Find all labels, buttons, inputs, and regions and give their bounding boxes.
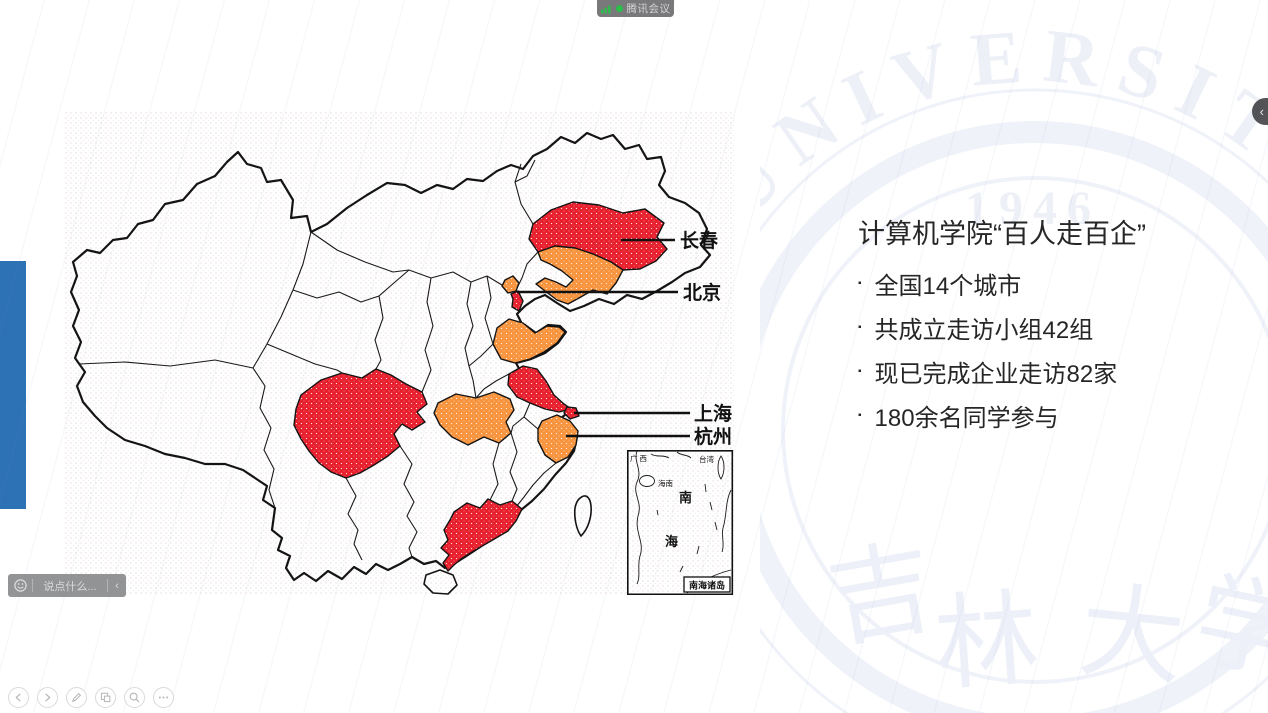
slides-overview-button[interactable] xyxy=(95,687,116,708)
list-item: ▪ 180余名同学参与 xyxy=(858,393,1258,437)
svg-text:林: 林 xyxy=(931,582,1043,704)
chat-bar: 说点什么... ‹ xyxy=(8,574,126,597)
chat-collapse-icon[interactable]: ‹ xyxy=(115,579,119,592)
meeting-app-badge[interactable]: 腾讯会议 xyxy=(597,0,674,17)
callout-label-shanghai: 上海 xyxy=(694,402,732,425)
province-hubei-orange xyxy=(433,391,515,446)
province-shanghai-red xyxy=(563,406,580,420)
previous-slide-button[interactable] xyxy=(8,687,29,708)
bullet-list: ▪ 全国14个城市 ▪ 共成立走访小组42组 ▪ 现已完成企业走访82家 ▪ 1… xyxy=(858,261,1258,437)
bullet-text: 共成立走访小组42组 xyxy=(874,316,1094,344)
meeting-app-label: 腾讯会议 xyxy=(626,3,671,15)
svg-text:大: 大 xyxy=(1074,574,1189,699)
pen-annotate-icon xyxy=(72,693,81,702)
province-guangdong-red xyxy=(440,498,523,572)
south-china-sea-inset: 广西 台湾 海南 南 海 南海诸岛 xyxy=(627,450,734,596)
chat-input[interactable]: 说点什么... xyxy=(43,580,97,593)
islands xyxy=(423,495,592,595)
callout-label-beijing: 北京 xyxy=(683,281,721,304)
slide-text-block: 计算机学院“百人走百企” ▪ 全国14个城市 ▪ 共成立走访小组42组 ▪ 现已… xyxy=(858,216,1258,437)
next-slide-button[interactable] xyxy=(37,687,58,708)
emoji-button[interactable] xyxy=(8,579,32,592)
map-stipple-texture xyxy=(65,112,735,595)
inset-label-guangxi: 广西 xyxy=(630,453,649,463)
slides-overview-icon xyxy=(100,692,111,703)
svg-text:学: 学 xyxy=(1185,563,1268,697)
taiwan-island xyxy=(573,495,592,537)
bullet-marker: ▪ xyxy=(858,277,862,289)
province-beijing-orange xyxy=(501,275,520,294)
slide-accent-bar xyxy=(0,261,26,509)
china-map: 长春 北京 上海 杭州 广西 台湾 xyxy=(65,112,735,596)
magnifier-zoom-button[interactable] xyxy=(124,687,145,708)
seal-calligraphy: 吉 林 大 学 xyxy=(820,530,1268,704)
slide-title: 计算机学院“百人走百企” xyxy=(858,219,1146,249)
bullet-marker: ▪ xyxy=(858,365,862,377)
inset-sea-char-top: 南 xyxy=(679,490,692,505)
china-map-graphic: 长春 北京 上海 杭州 广西 台湾 xyxy=(65,112,735,596)
more-options-icon xyxy=(158,696,169,699)
bullet-text: 现已完成企业走访82家 xyxy=(874,360,1118,388)
seal-arc-text: UNIVERSITY xyxy=(760,13,1268,232)
hainan-island xyxy=(423,569,458,595)
magnifier-zoom-icon xyxy=(129,692,140,703)
bullet-text: 180余名同学参与 xyxy=(874,404,1059,432)
inset-sea-char-bottom: 海 xyxy=(665,534,678,549)
province-sichuan-red xyxy=(293,368,428,479)
inset-label-taiwan: 台湾 xyxy=(699,454,714,464)
more-options-button[interactable] xyxy=(153,687,174,708)
svg-text:吉: 吉 xyxy=(820,530,942,661)
inset-label-hainan: 海南 xyxy=(658,478,673,488)
bullet-marker: ▪ xyxy=(858,321,862,333)
inset-caption: 南海诸岛 xyxy=(689,580,725,591)
panel-collapse-button[interactable]: ‹ xyxy=(1252,98,1268,125)
bullet-text: 全国14个城市 xyxy=(874,272,1022,300)
chevron-left-icon: ‹ xyxy=(1259,104,1264,119)
status-dot-icon xyxy=(615,5,623,12)
pen-annotate-button[interactable] xyxy=(66,687,87,708)
bullet-marker: ▪ xyxy=(858,409,862,421)
inset-stipple xyxy=(628,451,732,594)
province-liaoning-orange xyxy=(535,245,624,305)
callout-label-changchun: 长春 xyxy=(680,229,718,252)
province-borders xyxy=(78,159,557,561)
divider xyxy=(32,579,33,592)
presenter-toolbar xyxy=(8,687,174,708)
city-callouts: 长春 北京 上海 杭州 xyxy=(517,229,732,448)
list-item: ▪ 现已完成企业走访82家 xyxy=(858,349,1258,393)
divider xyxy=(107,579,108,592)
previous-slide-icon xyxy=(15,693,21,702)
callout-label-hangzhou: 杭州 xyxy=(694,425,732,448)
next-slide-icon xyxy=(45,693,51,702)
list-item: ▪ 共成立走访小组42组 xyxy=(858,305,1258,349)
smiley-icon xyxy=(13,579,27,592)
inset-caption-box xyxy=(683,576,731,593)
province-shandong-orange xyxy=(492,318,566,364)
list-item: ▪ 全国14个城市 xyxy=(858,261,1258,305)
signal-bars-icon xyxy=(600,5,610,13)
highlighted-provinces xyxy=(293,201,668,572)
province-zhejiang-orange xyxy=(537,414,579,464)
